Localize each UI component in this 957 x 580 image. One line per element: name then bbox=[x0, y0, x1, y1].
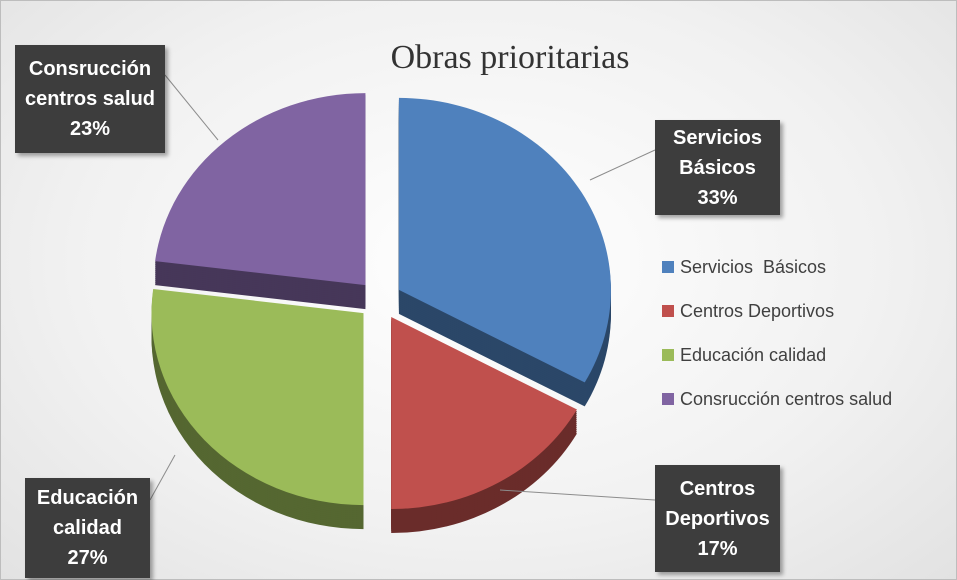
legend-swatch bbox=[662, 261, 674, 273]
leader-line bbox=[589, 149, 656, 181]
legend-item: Centros Deportivos bbox=[662, 301, 834, 322]
pie-slice bbox=[155, 93, 366, 286]
legend-label: Servicios Básicos bbox=[680, 257, 827, 277]
legend-label: Educación calidad bbox=[680, 345, 827, 365]
callout-category: Servicios Básicos bbox=[673, 126, 762, 179]
callout-value: 23% bbox=[69, 118, 111, 140]
callout-value: 33% bbox=[697, 186, 738, 209]
data-callout: Educación calidad 27% bbox=[25, 478, 150, 578]
pie-slice bbox=[151, 289, 364, 506]
legend-item: Educación calidad bbox=[662, 345, 826, 366]
callout-value: 17% bbox=[697, 537, 738, 560]
callout-category: Consrucción centros salud bbox=[24, 58, 156, 110]
data-callout: Consrucción centros salud 23% bbox=[15, 45, 165, 153]
legend-swatch bbox=[662, 393, 674, 405]
data-callout: Servicios Básicos 33% bbox=[655, 120, 780, 215]
data-callout: Centros Deportivos 17% bbox=[655, 465, 780, 572]
legend-label: Consrucción centros salud bbox=[680, 389, 893, 409]
callout-category: Educación calidad bbox=[36, 487, 139, 539]
legend-swatch bbox=[662, 349, 674, 361]
legend-item: Consrucción centros salud bbox=[662, 389, 892, 410]
legend-label: Centros Deportivos bbox=[680, 301, 835, 321]
callout-value: 27% bbox=[67, 547, 108, 569]
leader-line bbox=[149, 454, 176, 501]
pie-slice bbox=[391, 317, 577, 510]
leader-line bbox=[499, 489, 656, 501]
leader-line bbox=[164, 74, 219, 141]
legend-swatch bbox=[662, 305, 674, 317]
callout-category: Centros Deportivos bbox=[665, 477, 770, 530]
chart-title: Obras prioritarias bbox=[391, 39, 630, 76]
legend-item: Servicios Básicos bbox=[662, 257, 826, 278]
pie-slice bbox=[398, 97, 611, 383]
